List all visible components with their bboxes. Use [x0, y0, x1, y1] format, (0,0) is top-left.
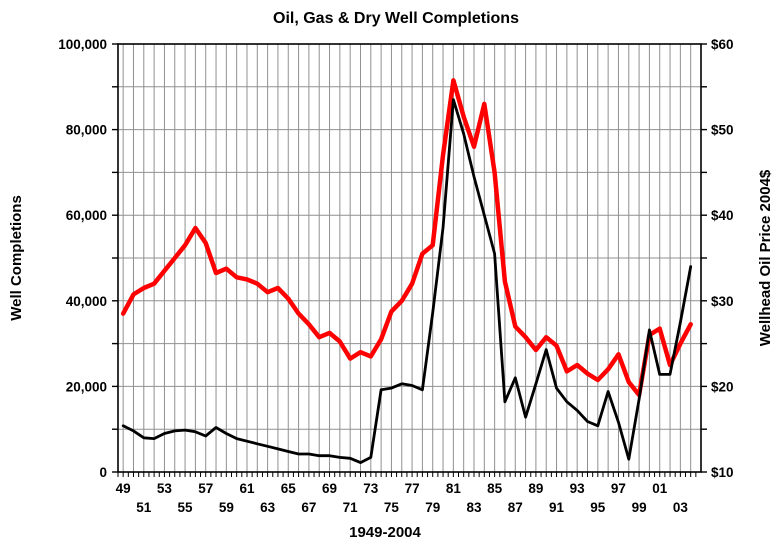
- y-left-axis-title: Well Completions: [8, 195, 25, 321]
- x-tick-label-row2: 51: [136, 500, 152, 515]
- y-left-tick-label: 100,000: [58, 37, 107, 52]
- x-tick-label-row1: 81: [446, 481, 462, 496]
- x-tick-label-row1: 01: [652, 481, 668, 496]
- x-tick-label-row1: 65: [281, 481, 297, 496]
- x-tick-label-row1: 97: [611, 481, 626, 496]
- x-tick-label-row1: 85: [487, 481, 503, 496]
- x-tick-label-row2: 03: [673, 500, 689, 515]
- y-left-tick-label: 20,000: [66, 379, 107, 394]
- x-tick-label-row2: 75: [384, 500, 400, 515]
- x-tick-label-row2: 71: [343, 500, 359, 515]
- y-right-tick-label: $30: [711, 294, 734, 309]
- x-tick-label-row1: 73: [363, 481, 379, 496]
- y-left-tick-label: 0: [99, 465, 107, 480]
- x-tick-label-row2: 55: [178, 500, 194, 515]
- x-tick-label-row1: 69: [322, 481, 337, 496]
- y-left-tick-label: 80,000: [66, 123, 107, 138]
- x-tick-label-row2: 59: [219, 500, 234, 515]
- x-tick-label-row1: 89: [528, 481, 543, 496]
- x-tick-label-row1: 93: [570, 481, 586, 496]
- axis-ticks: [112, 43, 707, 477]
- y-right-tick-label: $20: [711, 379, 734, 394]
- x-tick-label-row2: 95: [590, 500, 606, 515]
- x-tick-label-row2: 79: [425, 500, 440, 515]
- y-right-tick-label: $50: [711, 123, 734, 138]
- x-tick-label-row2: 91: [549, 500, 565, 515]
- y-right-tick-label: $60: [711, 37, 734, 52]
- x-tick-label-row1: 53: [157, 481, 173, 496]
- x-tick-label-row1: 77: [405, 481, 420, 496]
- x-tick-label-row2: 83: [466, 500, 482, 515]
- plot-border: [117, 43, 702, 473]
- x-tick-label-row1: 61: [239, 481, 255, 496]
- x-tick-label-row2: 63: [260, 500, 276, 515]
- y-right-tick-label: $40: [711, 208, 734, 223]
- completions-series-line: [120, 78, 693, 398]
- x-tick-label-row1: 49: [116, 481, 131, 496]
- x-tick-label-row2: 87: [508, 500, 523, 515]
- oil-price-series-line: [121, 98, 693, 465]
- x-tick-label-row1: 57: [198, 481, 213, 496]
- series-lines: [120, 78, 693, 465]
- y-right-tick-label: $10: [711, 465, 734, 480]
- x-tick-label-row2: 99: [632, 500, 647, 515]
- chart-title: Oil, Gas & Dry Well Completions: [273, 10, 519, 27]
- x-axis-title: 1949-2004: [349, 524, 421, 541]
- x-tick-label-row2: 67: [301, 500, 316, 515]
- y-left-tick-label: 40,000: [66, 294, 107, 309]
- axis-tick-labels: 0 20,000 40,000 60,000 80,000 100,000 $10 $20 $3…: [58, 37, 733, 515]
- y-right-axis-title: Wellhead Oil Price 2004$: [757, 169, 774, 346]
- y-left-tick-label: 60,000: [66, 208, 107, 223]
